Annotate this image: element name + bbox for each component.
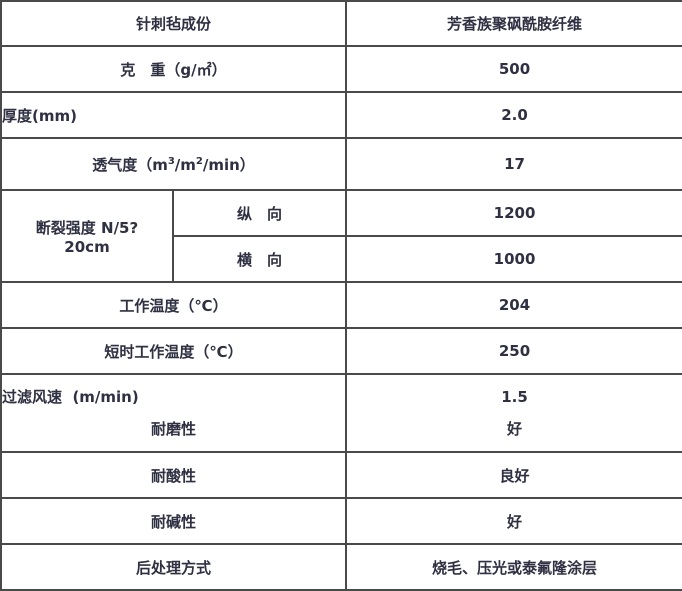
table-row: 耐碱性 好	[0, 497, 682, 545]
table-row: 工作温度（℃） 204	[0, 281, 682, 329]
table-row: 短时工作温度（℃） 250	[0, 327, 682, 375]
abrasion-value: 好	[507, 420, 523, 438]
breaking-sub1: 纵 向	[171, 189, 348, 237]
table-row: 断裂强度 N/5?20cm 纵 向 1200	[0, 189, 682, 283]
permeability-sup1: 3	[167, 155, 175, 167]
thickness-value: 2.0	[345, 91, 682, 139]
acid-value: 良好	[345, 451, 682, 499]
alkali-value: 好	[345, 497, 682, 545]
breaking-label: 断裂强度 N/5?20cm	[0, 189, 174, 283]
short-temp-label: 短时工作温度（℃）	[0, 327, 348, 375]
permeability-prefix: 透气度（m	[92, 155, 168, 174]
header-label: 针刺毡成份	[0, 0, 348, 47]
alkali-label: 耐碱性	[0, 497, 348, 545]
table-row: 后处理方式 烧毛、压光或泰氟隆涂层	[0, 543, 682, 591]
table-row: 过滤风速 (m/min) 耐磨性 1.5 好	[0, 373, 682, 453]
header-value: 芳香族聚砜酰胺纤维	[345, 0, 682, 47]
breaking-value1: 1200	[345, 189, 682, 237]
temp-value: 204	[345, 281, 682, 329]
post-label: 后处理方式	[0, 543, 348, 591]
short-temp-value: 250	[345, 327, 682, 375]
table-row: 厚度(mm) 2.0	[0, 91, 682, 139]
table-row: 横 向 1000	[1, 235, 682, 283]
thickness-label: 厚度(mm)	[0, 91, 348, 139]
permeability-value: 17	[345, 137, 682, 191]
post-value: 烧毛、压光或泰氟隆涂层	[345, 543, 682, 591]
filter-value-cell: 1.5 好	[345, 373, 682, 453]
weight-label: 克 重（g/㎡）	[0, 45, 348, 93]
table-row: 耐酸性 良好	[0, 451, 682, 499]
breaking-sub2: 横 向	[171, 235, 348, 283]
permeability-label: 透气度（m3/m2/min）	[0, 137, 348, 191]
abrasion-label: 耐磨性	[151, 420, 197, 438]
temp-label: 工作温度（℃）	[0, 281, 348, 329]
permeability-suffix: /min）	[202, 155, 255, 174]
table-header-row: 针刺毡成份 芳香族聚砜酰胺纤维	[0, 0, 682, 47]
acid-label: 耐酸性	[0, 451, 348, 499]
table-row: 克 重（g/㎡） 500	[0, 45, 682, 93]
permeability-mid: /m	[174, 155, 196, 174]
filter-value: 1.5	[501, 388, 528, 406]
filter-label-cell: 过滤风速 (m/min) 耐磨性	[0, 373, 348, 453]
filter-label: 过滤风速 (m/min)	[2, 388, 139, 406]
breaking-value2: 1000	[345, 235, 682, 283]
permeability-sup2: 2	[195, 155, 203, 167]
table-row: 透气度（m3/m2/min） 17	[0, 137, 682, 191]
weight-value: 500	[345, 45, 682, 93]
